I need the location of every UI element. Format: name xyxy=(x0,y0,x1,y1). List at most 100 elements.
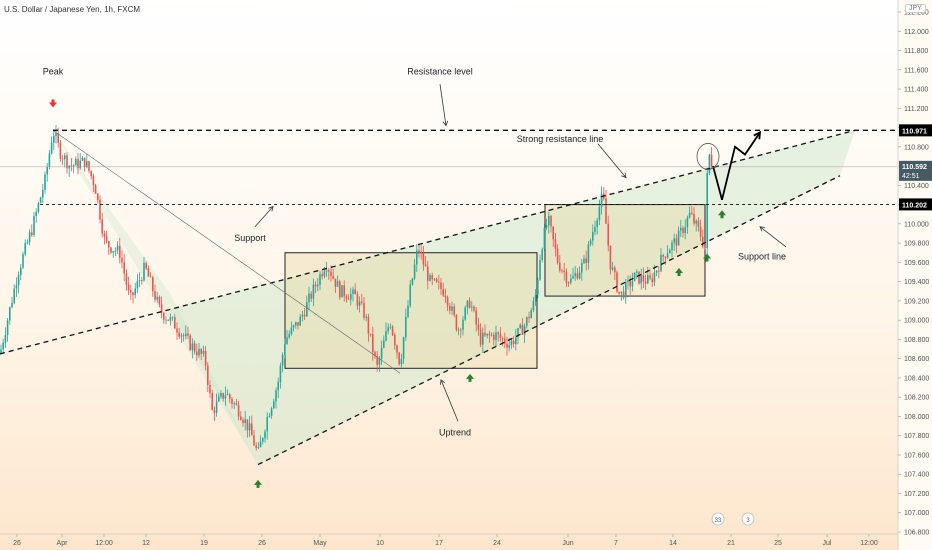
candle-body xyxy=(605,198,607,224)
candle-body xyxy=(449,305,451,311)
candle-body xyxy=(138,280,141,281)
candle-body xyxy=(2,342,4,350)
candle-body xyxy=(541,249,543,261)
time-tick-label: Apr xyxy=(57,540,69,547)
trend-line-upper xyxy=(0,129,856,355)
candle-body xyxy=(372,333,374,353)
candle-body xyxy=(37,202,40,212)
candle-body xyxy=(101,219,103,234)
candle-body xyxy=(70,165,73,167)
candle-body xyxy=(598,206,601,221)
current-price-tag xyxy=(899,160,932,181)
candle-body xyxy=(330,271,332,277)
candle-body xyxy=(288,334,290,338)
candle-body xyxy=(376,355,378,365)
candle-body xyxy=(182,335,185,337)
candle-body xyxy=(669,250,671,254)
up-arrow-icon xyxy=(466,373,474,382)
price-tick-label: 111.600 xyxy=(904,67,928,74)
candle-body xyxy=(22,254,24,268)
current-price-countdown: 42:51 xyxy=(902,173,920,180)
pointer-resistance-level-head xyxy=(442,120,449,127)
candle-body xyxy=(545,225,548,228)
candle-body xyxy=(510,340,513,346)
candle-body xyxy=(614,267,616,273)
candle-body xyxy=(653,272,656,283)
candle-body xyxy=(640,275,642,284)
candle-body xyxy=(411,278,414,285)
candle-body xyxy=(394,334,396,346)
candle-body xyxy=(642,275,645,282)
candle-body xyxy=(193,343,196,352)
candle-body xyxy=(297,322,299,326)
candle-body xyxy=(671,242,673,251)
price-tick-label: 107.800 xyxy=(904,433,929,440)
candle-body xyxy=(444,295,447,298)
candle-body xyxy=(191,343,194,350)
candle-body xyxy=(123,262,125,274)
candle-body xyxy=(273,401,275,409)
time-tick-label: 26 xyxy=(13,540,21,547)
candle-body xyxy=(35,211,37,217)
candle-body xyxy=(198,348,200,356)
candle-body xyxy=(497,332,499,335)
candle-body xyxy=(266,416,268,432)
candle-body xyxy=(226,394,229,395)
candle-body xyxy=(321,274,323,277)
candle-body xyxy=(649,275,651,279)
candle-body xyxy=(121,257,123,263)
candle-body xyxy=(475,310,477,325)
candle-body xyxy=(44,174,46,190)
candle-body xyxy=(680,227,682,231)
price-tick-label: 108.000 xyxy=(904,414,929,421)
candle-body xyxy=(537,279,539,296)
candle-body xyxy=(165,319,167,321)
candle-body xyxy=(339,281,341,298)
time-tick-label: 17 xyxy=(435,540,443,547)
candle-body xyxy=(647,275,649,284)
candle-body xyxy=(413,264,416,279)
candle-body xyxy=(482,332,484,345)
candle-body xyxy=(105,236,108,242)
price-tick-label: 108.400 xyxy=(904,375,929,382)
annotation-uptrend: Uptrend xyxy=(439,428,471,438)
candle-body xyxy=(334,278,337,287)
candle-body xyxy=(53,135,55,143)
candle-body xyxy=(515,337,517,345)
candle-body xyxy=(427,266,429,281)
annotation-support-line: Support line xyxy=(738,251,786,261)
up-arrow-icon xyxy=(254,479,262,488)
candle-body xyxy=(11,302,13,308)
candle-body xyxy=(233,403,235,405)
candle-body xyxy=(688,212,691,218)
currency-badge[interactable]: JPY xyxy=(905,4,926,13)
wedge-fill xyxy=(170,130,855,465)
candle-body xyxy=(585,258,587,263)
candle-body xyxy=(532,301,535,311)
candle-body xyxy=(433,278,436,280)
price-tick-label: 110.000 xyxy=(904,221,929,228)
candle-body xyxy=(693,214,695,224)
candle-body xyxy=(673,238,675,243)
trend-line-lower xyxy=(257,175,841,466)
candle-body xyxy=(246,419,249,431)
price-tick-label: 111.400 xyxy=(904,87,928,94)
candle-body xyxy=(611,267,614,270)
candle-body xyxy=(94,185,97,194)
candle-body xyxy=(108,241,110,248)
candle-body xyxy=(92,176,95,186)
time-tick-label: 14 xyxy=(669,540,677,547)
candle-body xyxy=(295,322,297,326)
candle-body xyxy=(499,334,502,338)
candle-body xyxy=(396,345,398,353)
candle-body xyxy=(354,289,356,295)
candle-body xyxy=(702,237,704,247)
candle-body xyxy=(114,250,117,252)
candle-body xyxy=(88,161,90,171)
candle-body xyxy=(308,293,310,303)
candle-body xyxy=(345,296,348,299)
price-tick-label: 107.600 xyxy=(904,452,929,459)
candle-body xyxy=(253,435,255,446)
candle-body xyxy=(600,193,603,207)
